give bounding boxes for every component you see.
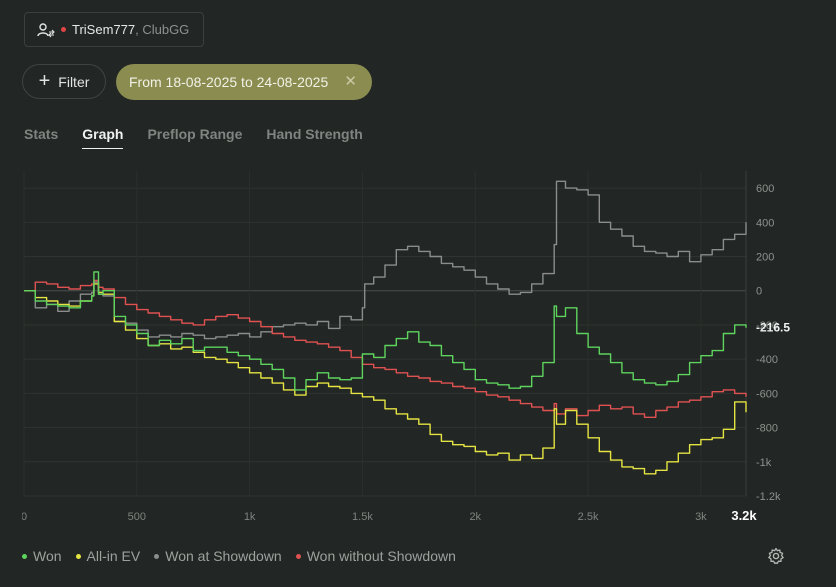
legend-item-showdown[interactable]: Won at Showdown: [154, 548, 282, 564]
legend-dot: [22, 553, 27, 559]
tab-graph[interactable]: Graph: [82, 126, 124, 149]
y-tick-label: 600: [756, 183, 774, 195]
x-tick-label: 2.5k: [578, 511, 599, 523]
tab-stats[interactable]: Stats: [24, 126, 59, 142]
status-dot: [61, 27, 66, 32]
player-selector[interactable]: TriSem777, ClubGG: [24, 12, 205, 47]
x-end-label: 3.2k: [731, 508, 757, 523]
chart-panel: 600 400 200 0 -200 -400 -600 -800 -1k -1.2k 0 500 1k…: [22, 166, 810, 536]
legend-item-allin-ev[interactable]: All-in EV: [75, 548, 141, 564]
x-tick-label: 2k: [469, 511, 481, 523]
legend-label: All-in EV: [86, 548, 141, 564]
tab-preflop-range[interactable]: Preflop Range: [147, 126, 243, 142]
gear-icon[interactable]: [767, 547, 785, 570]
y-tick-label: -200: [756, 320, 778, 332]
series-line-all-in-ev: [24, 283, 747, 475]
legend: Won All-in EV Won at Showdown Won withou…: [22, 548, 456, 564]
y-tick-label: -400: [756, 354, 778, 366]
x-tick-label: 1.5k: [352, 511, 373, 523]
series-line-won-at-showdown: [24, 180, 747, 340]
legend-dot: [75, 553, 81, 559]
legend-label: Won at Showdown: [165, 548, 282, 564]
legend-label: Won: [33, 548, 62, 564]
series-line-won-without-showdown: [24, 279, 747, 418]
y-tick-label: 400: [756, 217, 774, 229]
y-tick-label: -1k: [756, 457, 772, 469]
close-icon[interactable]: ✕: [344, 73, 357, 90]
y-tick-label: 0: [756, 286, 762, 298]
x-tick-label: 500: [128, 511, 146, 523]
y-tick-label: -1.2k: [756, 491, 781, 503]
tab-hand-strength[interactable]: Hand Strength: [266, 126, 363, 142]
y-tick-label: 200: [756, 252, 774, 264]
filter-button[interactable]: + Filter: [22, 64, 106, 99]
legend-label: Won without Showdown: [306, 548, 456, 564]
filter-label: Filter: [58, 73, 90, 90]
legend-item-non-showdown[interactable]: Won without Showdown: [295, 548, 456, 564]
y-tick-label: -800: [756, 423, 778, 435]
x-tick-label: 0: [22, 511, 27, 523]
date-range-chip[interactable]: From 18-08-2025 to 24-08-2025 ✕: [116, 64, 372, 100]
user-swap-icon: [37, 22, 55, 38]
end-value-label: -216.5: [756, 321, 790, 335]
results-graph[interactable]: 600 400 200 0 -200 -400 -600 -800 -1k -1.2k 0 500 1k…: [22, 166, 810, 536]
y-tick-label: -600: [756, 388, 778, 400]
plus-icon: +: [38, 69, 51, 92]
date-range-label: From 18-08-2025 to 24-08-2025: [129, 74, 329, 90]
legend-item-won[interactable]: Won: [22, 548, 62, 564]
player-club: , ClubGG: [135, 22, 190, 37]
player-name: TriSem777: [72, 22, 136, 37]
series-line-won: [24, 271, 747, 391]
x-tick-label: 3k: [695, 511, 707, 523]
x-tick-label: 1k: [244, 511, 256, 523]
legend-dot: [295, 553, 301, 559]
tab-bar: Stats Graph Preflop Range Hand Strength: [24, 126, 387, 149]
legend-dot: [154, 553, 160, 559]
